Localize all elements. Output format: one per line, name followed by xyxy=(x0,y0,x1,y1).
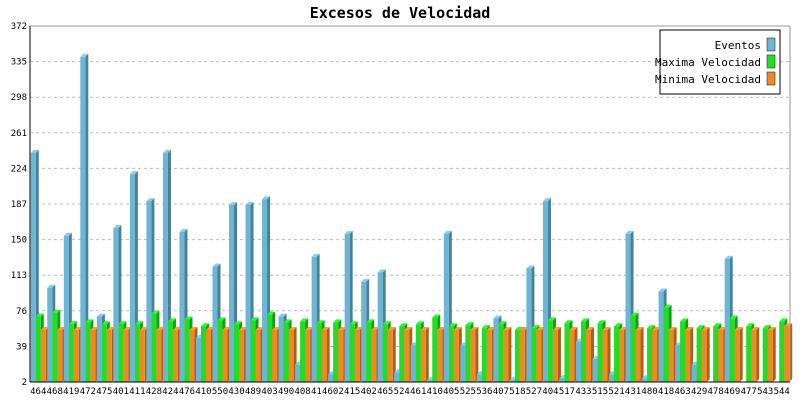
x-tick-label: 490 xyxy=(278,387,294,397)
bars xyxy=(30,53,793,383)
y-tick-label: 224 xyxy=(11,164,27,174)
bar-minima xyxy=(635,327,644,382)
x-tick-label: 489 xyxy=(245,387,261,397)
legend-swatch-maxima xyxy=(766,54,776,69)
y-tick-label: 298 xyxy=(11,93,27,103)
bar-minima xyxy=(420,327,429,382)
x-tick-label: 480 xyxy=(641,387,657,397)
bar-minima xyxy=(321,327,330,382)
y-tick-label: 372 xyxy=(11,22,27,32)
legend-label-eventos: Eventos xyxy=(715,39,761,52)
y-tick-label: 187 xyxy=(11,200,27,210)
x-tick-label: 521 xyxy=(608,387,624,397)
x-tick-label: 429 xyxy=(691,387,707,397)
y-tick-label: 335 xyxy=(11,58,27,68)
x-tick-label: 404 xyxy=(542,387,558,397)
x-tick-label: 410 xyxy=(427,387,443,397)
legend-label-minima: Minima Velocidad xyxy=(655,73,761,86)
x-tick-label: 464 xyxy=(30,387,46,397)
y-tick-label: 150 xyxy=(11,236,27,246)
x-tick-label: 477 xyxy=(741,387,757,397)
x-tick-label: 478 xyxy=(708,387,724,397)
x-axis-ticks: 464 468 419 472 475 401 411 428 424 476 410 550 430 4… xyxy=(30,387,790,397)
bar-minima xyxy=(784,323,793,382)
x-tick-label: 525 xyxy=(460,387,476,397)
x-tick-label: 424 xyxy=(162,387,178,397)
x-tick-label: 517 xyxy=(559,387,575,397)
legend-box xyxy=(659,29,781,95)
x-tick-label: 431 xyxy=(625,387,641,397)
bar-minima xyxy=(602,327,611,382)
y-axis-ticks: 2 39 76 113 150 187 224 261 298 335 372 xyxy=(11,22,27,388)
x-tick-label: 401 xyxy=(113,387,129,397)
x-tick-label: 518 xyxy=(509,387,525,397)
x-tick-label: 402 xyxy=(361,387,377,397)
bar-minima xyxy=(734,327,743,382)
y-tick-label: 76 xyxy=(16,307,27,317)
y-tick-label: 113 xyxy=(11,271,27,281)
bar-minima xyxy=(503,327,512,382)
x-tick-label: 415 xyxy=(344,387,360,397)
x-tick-label: 418 xyxy=(658,387,674,397)
x-tick-label: 524 xyxy=(394,387,410,397)
legend-label-maxima: Maxima Velocidad xyxy=(655,56,761,69)
y-tick-label: 2 xyxy=(22,378,27,388)
x-tick-label: 527 xyxy=(526,387,542,397)
x-tick-label: 468 xyxy=(47,387,63,397)
x-tick-label: 544 xyxy=(774,387,790,397)
x-tick-label: 407 xyxy=(493,387,509,397)
chart-title: Excesos de Velocidad xyxy=(310,4,491,22)
x-tick-label: 433 xyxy=(575,387,591,397)
bar-minima xyxy=(387,327,396,382)
x-tick-label: 414 xyxy=(311,387,327,397)
x-tick-label: 550 xyxy=(212,387,228,397)
x-tick-label: 411 xyxy=(129,387,145,397)
y-tick-label: 261 xyxy=(11,129,27,139)
x-tick-label: 419 xyxy=(63,387,79,397)
x-tick-label: 405 xyxy=(443,387,459,397)
x-tick-label: 602 xyxy=(328,387,344,397)
bar-eventos xyxy=(80,53,89,383)
legend: Eventos Maxima Velocidad Minima Velocida… xyxy=(655,29,781,95)
x-tick-label: 476 xyxy=(179,387,195,397)
x-tick-label: 543 xyxy=(757,387,773,397)
y-tick-label: 39 xyxy=(16,342,27,352)
x-tick-label: 403 xyxy=(261,387,277,397)
x-tick-label: 472 xyxy=(80,387,96,397)
x-tick-label: 408 xyxy=(294,387,310,397)
bar-minima xyxy=(767,327,776,382)
x-tick-label: 475 xyxy=(96,387,112,397)
bar-minima xyxy=(701,327,710,382)
x-tick-label: 428 xyxy=(146,387,162,397)
x-tick-label: 430 xyxy=(228,387,244,397)
x-tick-label: 463 xyxy=(674,387,690,397)
x-tick-label: 536 xyxy=(476,387,492,397)
legend-swatch-eventos xyxy=(766,37,776,52)
x-tick-label: 461 xyxy=(410,387,426,397)
x-tick-label: 515 xyxy=(592,387,608,397)
legend-swatch-minima xyxy=(766,71,776,86)
x-tick-label: 469 xyxy=(724,387,740,397)
bar-minima xyxy=(552,327,561,382)
bar-minima xyxy=(751,327,760,382)
x-tick-label: 410 xyxy=(195,387,211,397)
axes xyxy=(29,25,791,383)
x-tick-label: 465 xyxy=(377,387,393,397)
bar-minima xyxy=(470,327,479,382)
